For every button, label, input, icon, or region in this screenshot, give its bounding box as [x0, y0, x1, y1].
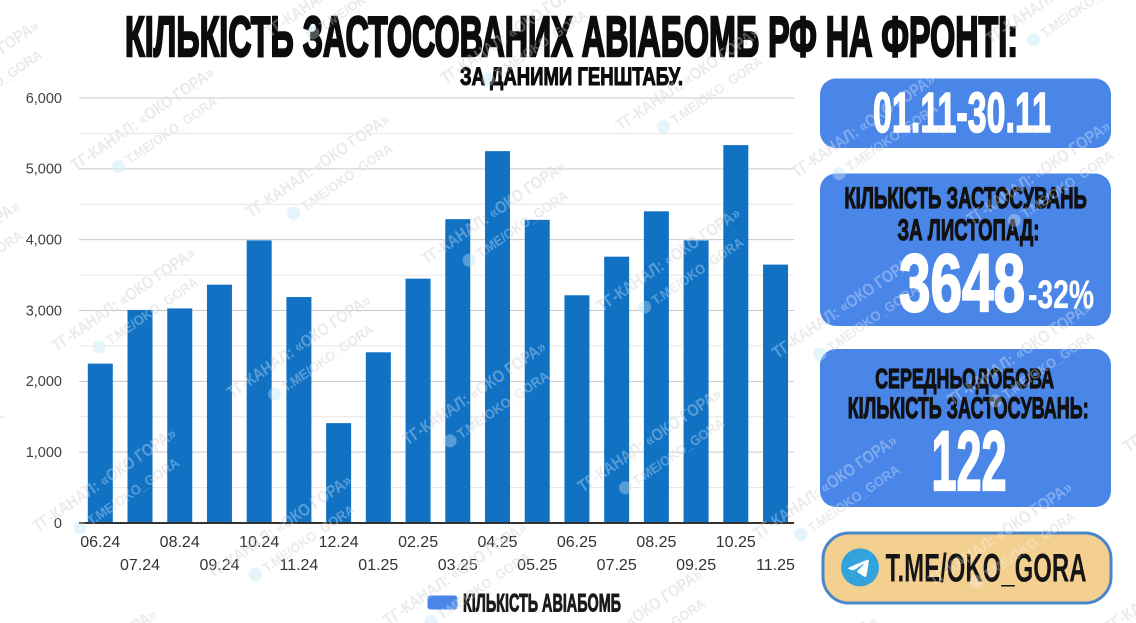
svg-text:06.25: 06.25: [557, 534, 597, 551]
svg-text:2,000: 2,000: [26, 374, 62, 390]
svg-text:11.25: 11.25: [756, 557, 795, 574]
svg-text:08.25: 08.25: [636, 534, 676, 551]
svg-text:07.25: 07.25: [597, 557, 637, 574]
svg-text:6,000: 6,000: [26, 91, 62, 107]
svg-text:09.25: 09.25: [676, 557, 716, 574]
svg-text:3,000: 3,000: [26, 303, 62, 319]
svg-text:4,000: 4,000: [26, 233, 62, 249]
svg-text:0: 0: [54, 516, 62, 532]
svg-text:122: 122: [932, 414, 1007, 508]
svg-text:06.24: 06.24: [80, 534, 120, 551]
svg-text:3648: 3648: [899, 238, 1025, 329]
svg-text:КІЛЬКІСТЬ АВІАБОМБ: КІЛЬКІСТЬ АВІАБОМБ: [463, 590, 621, 618]
svg-text:10.25: 10.25: [716, 534, 756, 551]
svg-text:5,000: 5,000: [26, 162, 62, 178]
svg-text:ЗА ЛИСТОПАД:: ЗА ЛИСТОПАД:: [898, 214, 1040, 247]
svg-text:08.24: 08.24: [160, 534, 200, 551]
svg-text:11.24: 11.24: [279, 557, 318, 574]
svg-text:01.25: 01.25: [358, 557, 398, 574]
svg-text:КІЛЬКІСТЬ ЗАСТОСУВАНЬ: КІЛЬКІСТЬ ЗАСТОСУВАНЬ: [844, 182, 1087, 215]
svg-text:02.25: 02.25: [398, 534, 438, 551]
svg-text:07.24: 07.24: [120, 557, 160, 574]
svg-text:1,000: 1,000: [26, 445, 62, 461]
svg-text:12.24: 12.24: [319, 534, 359, 551]
